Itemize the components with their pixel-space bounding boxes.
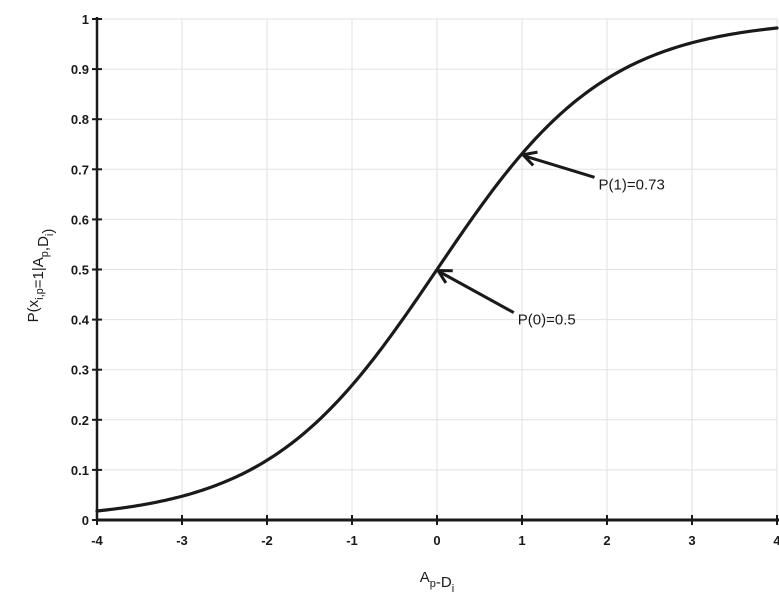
x-tick-label: -2 bbox=[261, 533, 273, 548]
x-tick-label: -4 bbox=[91, 533, 103, 548]
annotation-arrow-line bbox=[438, 270, 515, 314]
y-tick-label: 0.9 bbox=[71, 62, 89, 77]
x-tick-label: 2 bbox=[603, 533, 610, 548]
x-axis-title: Ap-Di bbox=[420, 569, 454, 595]
annotation-arrow-head bbox=[519, 150, 538, 167]
annotations: P(0)=0.5 P(1)=0.73 bbox=[435, 150, 665, 329]
y-axis-title-text: =1|A bbox=[30, 257, 47, 288]
y-tick-label: 0.5 bbox=[71, 263, 89, 278]
y-tick-label: 0.6 bbox=[71, 212, 89, 227]
y-axis-title-subscript: i bbox=[44, 234, 56, 236]
axis-titles: Ap-DiP(xi,p=1|Ap,Di) bbox=[25, 229, 454, 595]
y-tick-label: 0.4 bbox=[71, 313, 90, 328]
tick-labels: -4 -3 -2 -1 0 1 2 3 4 0 0.1 0.2 0.3 0.4 0.5 0.6 0.7 0.8 0.… bbox=[71, 12, 779, 548]
axes bbox=[92, 17, 779, 525]
x-axis-title-subscript: p bbox=[430, 578, 436, 590]
x-axis-title-text: A bbox=[420, 569, 430, 586]
y-axis-title-text: ) bbox=[40, 229, 57, 234]
y-tick-label: 0.7 bbox=[71, 162, 89, 177]
x-axis-title-subscript: i bbox=[452, 583, 454, 595]
x-tick-label: -3 bbox=[176, 533, 188, 548]
y-tick-label: 1 bbox=[82, 12, 89, 27]
grid-lines bbox=[96, 18, 778, 521]
annotation-label: P(1)=0.73 bbox=[599, 176, 665, 193]
y-tick-label: 0.8 bbox=[71, 112, 89, 127]
y-tick-label: 0 bbox=[82, 513, 89, 528]
x-tick-label: 0 bbox=[433, 533, 440, 548]
y-axis-title-text: ,D bbox=[35, 236, 52, 251]
y-axis-title-subscript: p bbox=[39, 251, 51, 257]
y-axis-title-text: P(x bbox=[25, 299, 42, 322]
y-axis-title-subscript: i,p bbox=[34, 288, 46, 300]
x-tick-label: -1 bbox=[346, 533, 358, 548]
y-tick-label: 0.3 bbox=[71, 363, 89, 378]
x-tick-label: 1 bbox=[518, 533, 525, 548]
annotation-label: P(0)=0.5 bbox=[518, 312, 576, 329]
x-tick-label: 3 bbox=[688, 533, 695, 548]
y-axis-title: P(xi,p=1|Ap,Di) bbox=[25, 229, 57, 323]
annotation-arrow-head bbox=[435, 268, 453, 284]
annotation-arrow-line bbox=[523, 154, 595, 179]
x-tick-label: 4 bbox=[773, 533, 779, 548]
y-tick-label: 0.2 bbox=[71, 413, 89, 428]
x-axis-title-text: -D bbox=[436, 574, 452, 591]
y-tick-label: 0.1 bbox=[71, 463, 89, 478]
